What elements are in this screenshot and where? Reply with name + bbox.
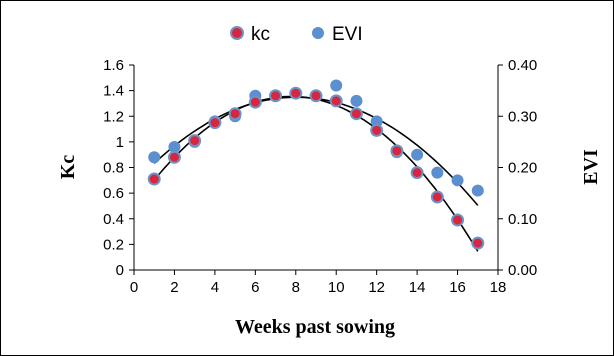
x-tick-label: 16	[449, 279, 466, 296]
y-left-tick-label: 1.2	[103, 108, 124, 125]
legend-label-evi: EVI	[332, 24, 363, 45]
legend-label-kc: kc	[251, 24, 270, 45]
x-tick-label: 4	[211, 279, 219, 296]
y-left-tick-label: 0.6	[103, 185, 124, 202]
x-axis-title: Weeks past sowing	[235, 316, 395, 338]
y-right-tick-label: 0.30	[508, 108, 537, 125]
point-evi	[411, 148, 424, 161]
legend-marker-kc	[230, 26, 244, 40]
point-evi	[330, 79, 343, 92]
point-evi	[451, 174, 464, 187]
point-kc	[390, 144, 404, 158]
axes	[129, 64, 503, 275]
trendlines	[153, 95, 479, 252]
point-kc	[188, 134, 202, 148]
point-evi	[168, 141, 181, 153]
point-kc	[228, 107, 242, 121]
point-evi	[350, 94, 363, 107]
y-axis-right-title: EVI	[580, 149, 602, 185]
point-kc	[289, 86, 303, 100]
point-kc	[167, 150, 181, 164]
y-right-tick-label: 0.40	[508, 57, 537, 74]
point-kc	[147, 172, 161, 186]
point-kc	[410, 166, 424, 180]
y-left-tick-label: 0.8	[103, 160, 124, 177]
y-right-tick-label: 0.20	[508, 160, 537, 177]
y-left-tick-label: 1	[116, 134, 124, 151]
y-left-tick-label: 0.2	[103, 236, 124, 253]
trendline-kc	[153, 95, 479, 252]
x-tick-label: 8	[292, 279, 300, 296]
point-evi	[431, 166, 444, 179]
data-points	[147, 79, 485, 250]
point-evi	[471, 184, 484, 197]
y-right-tick-label: 0.00	[508, 262, 537, 279]
x-tick-label: 18	[490, 279, 507, 296]
tick-labels: 0 2 4 6 8 10 12 14 16 18 0 0.2 0.4 0.6 0.8 1 1.2 1.4 1.6 0.…	[103, 57, 537, 296]
y-right-tick-label: 0.10	[508, 211, 537, 228]
point-evi	[370, 115, 383, 128]
point-kc	[309, 89, 323, 103]
y-left-tick-label: 0.4	[103, 211, 124, 228]
point-kc	[329, 94, 343, 108]
legend: kc EVI	[230, 24, 363, 45]
y-axis-left-title: Kc	[57, 155, 79, 180]
y-left-tick-label: 0	[116, 262, 124, 279]
point-kc	[430, 190, 444, 204]
x-tick-label: 2	[170, 279, 178, 296]
point-kc	[349, 107, 363, 121]
x-tick-label: 10	[328, 279, 345, 296]
point-kc	[248, 95, 262, 109]
y-left-tick-label: 1.6	[103, 57, 124, 74]
point-kc	[471, 236, 485, 250]
x-tick-label: 6	[251, 279, 259, 296]
y-left-tick-label: 1.4	[103, 83, 124, 100]
point-kc	[208, 116, 222, 130]
point-kc	[451, 213, 465, 227]
x-tick-label: 0	[130, 279, 138, 296]
point-kc	[370, 123, 384, 137]
x-tick-label: 12	[368, 279, 385, 296]
legend-marker-evi	[312, 27, 324, 39]
x-tick-label: 14	[409, 279, 426, 296]
trendline-evi	[153, 96, 479, 206]
point-evi	[148, 151, 161, 164]
point-kc	[269, 89, 283, 103]
